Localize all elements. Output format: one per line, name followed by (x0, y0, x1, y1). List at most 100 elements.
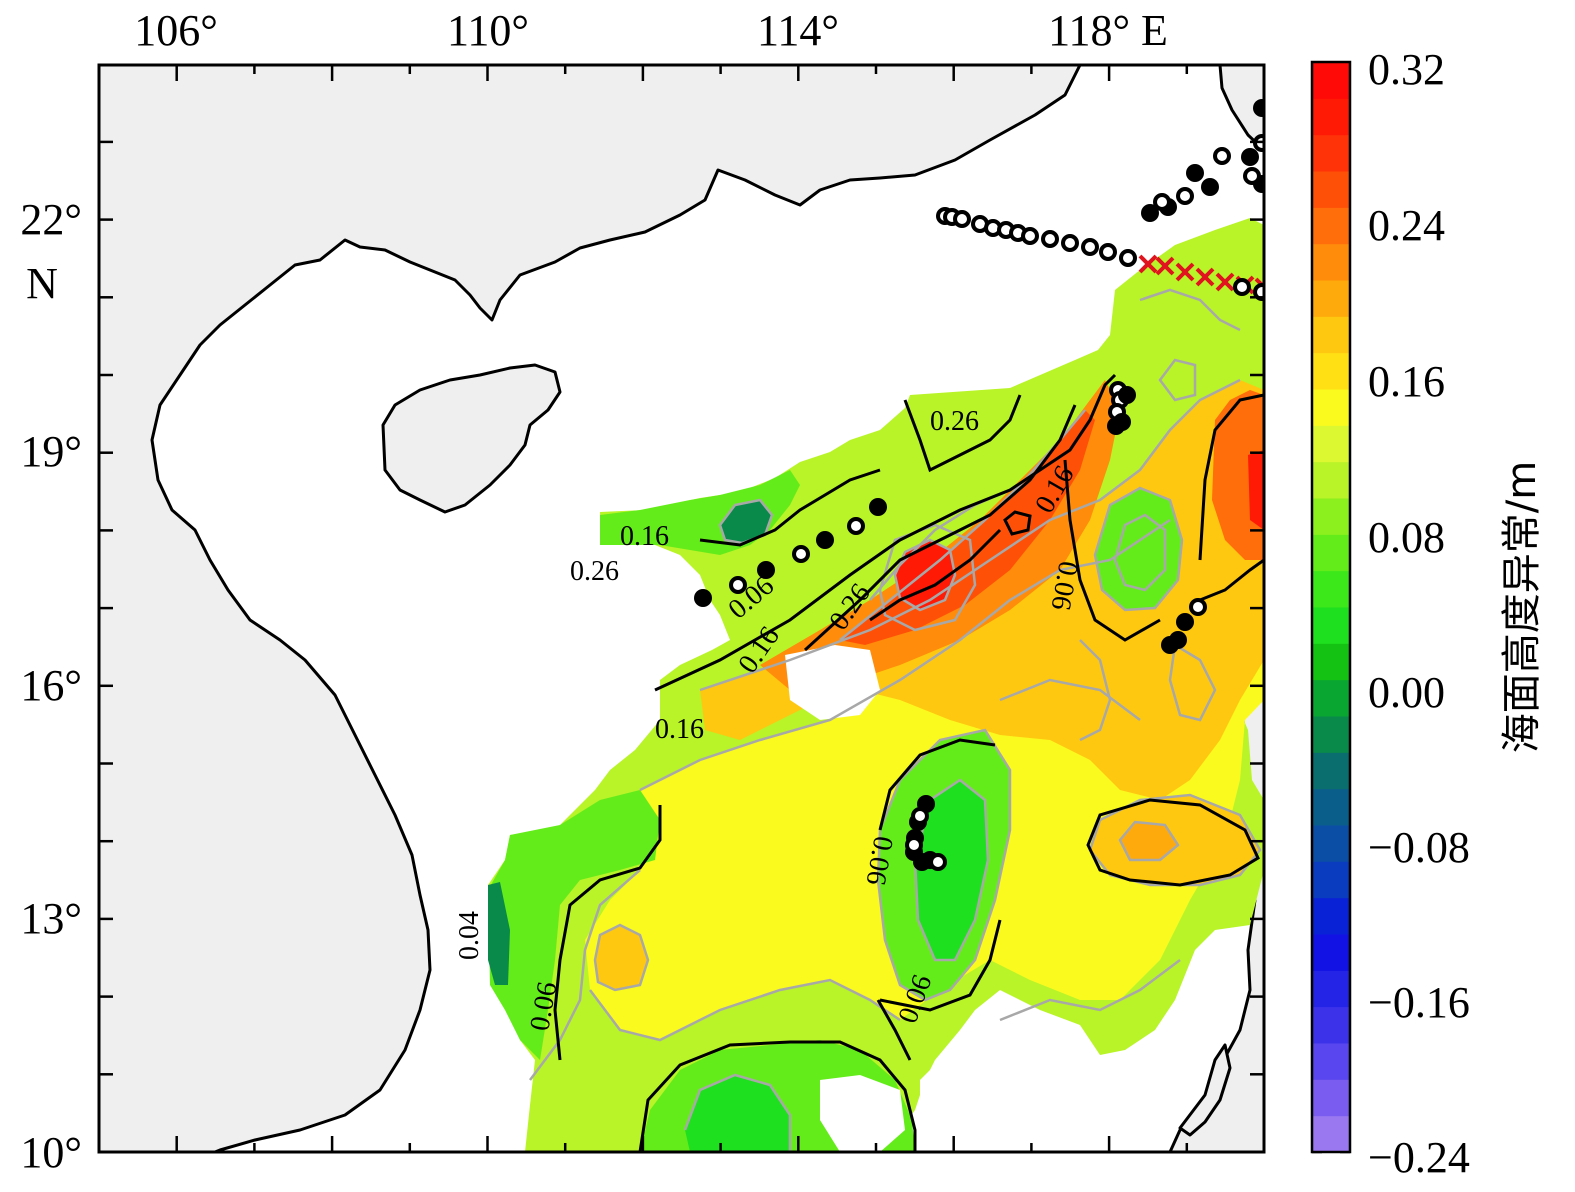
minor-contour (1079, 639, 1112, 742)
minor-contour (893, 538, 957, 612)
minor-contour (683, 1073, 792, 1152)
filled-circle-icon (1141, 204, 1159, 222)
field-green-central-core (915, 780, 988, 960)
colorbar-label: 0.00 (1368, 668, 1445, 717)
major-contour (1063, 459, 1161, 642)
colorbar-segment (1312, 352, 1350, 390)
filled-circle-icon (1118, 386, 1136, 404)
filled-circle-icon (694, 589, 712, 607)
colorbar-segment (1312, 934, 1350, 971)
colorbar-label: −0.08 (1368, 823, 1470, 872)
lat-label-16: 16° (20, 661, 82, 710)
contour-label: 0.26 (570, 556, 619, 587)
open-circle-icon (1021, 227, 1039, 245)
filled-circle-icon (1186, 164, 1204, 182)
major-contour (1198, 393, 1264, 561)
colorbar-segment (1312, 316, 1350, 354)
colorbar-label: 0.08 (1368, 513, 1445, 562)
open-circle-icon (1213, 147, 1231, 165)
minor-contour (699, 378, 1241, 692)
colorbar-frame (1310, 60, 1352, 1154)
field-orange-southwest-patch (595, 925, 648, 990)
minor-contour (999, 959, 1181, 1022)
colorbar-segment (1312, 389, 1350, 426)
field-gap-2 (820, 1075, 905, 1152)
colorbar-segment (1312, 534, 1350, 572)
major-contour (903, 394, 1022, 473)
lat-label-19: 19° (20, 427, 82, 476)
major-contour (699, 468, 881, 547)
contour-label: 0.16 (620, 521, 669, 552)
filled-circle-icon (869, 498, 887, 516)
colorbar-segment (1312, 970, 1350, 1008)
colorbar-segment (1312, 716, 1350, 753)
colorbar-segment (1312, 1006, 1350, 1044)
lat-label-10: 10° (20, 1128, 82, 1177)
open-circle-icon (1243, 167, 1261, 185)
minor-contour (999, 678, 1141, 721)
major-contour-lines (553, 373, 1264, 1152)
colorbar-segment (1312, 825, 1350, 862)
filled-circle-icon (1107, 417, 1125, 435)
major-contour (869, 528, 1002, 622)
open-circle-icon (1099, 243, 1117, 261)
land-taiwan (1218, 65, 1264, 152)
minor-contour (1118, 820, 1180, 862)
open-circle-icon (1253, 283, 1264, 301)
red-cross-icon (1195, 267, 1215, 287)
field-darkgreen-west-coast (488, 882, 510, 985)
major-contour (1199, 558, 1264, 602)
minor-contour (913, 778, 990, 962)
filled-circle-icon (757, 561, 775, 579)
open-circle-icon (953, 210, 971, 228)
red-cross-icon (1155, 256, 1175, 276)
colorbar-segment (1312, 607, 1350, 644)
open-circle-icon (792, 545, 810, 563)
field-green-west-coast (488, 790, 660, 1060)
red-cross-icon (1138, 254, 1158, 274)
filled-circle-icon (1169, 631, 1187, 649)
colorbar-label: 0.32 (1368, 45, 1445, 94)
field-gap-3 (920, 1030, 1080, 1152)
open-circle-icon (1119, 249, 1137, 267)
contour-label: 0.26 (930, 406, 979, 437)
open-circle-icon (1153, 193, 1171, 211)
filled-circle-icon (1253, 99, 1264, 117)
colorbar-segment (1312, 425, 1350, 463)
field-orange-east-core (1120, 822, 1178, 860)
major-contour (1086, 798, 1260, 887)
lon-label-110: 110° (447, 6, 529, 55)
colorbar-label: 0.16 (1368, 357, 1445, 406)
colorbar-segment (1312, 461, 1350, 499)
colorbar-segment (1312, 570, 1350, 608)
open-circle-icon (1176, 187, 1194, 205)
colorbar-segment (1312, 897, 1350, 935)
colorbar-segment (1312, 788, 1350, 826)
major-contour (638, 1040, 917, 1152)
minor-contour (1093, 486, 1184, 612)
station-markers (694, 99, 1264, 871)
contour-label: 0.16 (655, 714, 704, 745)
colorbar-tick-labels: 0.32 0.24 0.16 0.08 0.00 −0.08 −0.16 −0.… (1368, 45, 1470, 1182)
colorbar-segment (1312, 752, 1350, 790)
contour-label: 0.04 (454, 911, 485, 960)
colorbar (1312, 62, 1350, 1153)
colorbar-segment (1312, 1043, 1350, 1080)
major-contour (803, 404, 1077, 652)
open-circle-icon (911, 807, 929, 825)
open-circle-icon (729, 576, 747, 594)
red-cross-icon (1175, 262, 1195, 282)
colorbar-segment (1312, 280, 1350, 317)
open-circle-icon (1189, 598, 1207, 616)
filled-circle-icon (1241, 148, 1259, 166)
colorbar-segment (1312, 171, 1350, 208)
lat-hemisphere-label: N (26, 259, 58, 308)
field-teal-low (720, 500, 772, 543)
lon-label-118: 118° E (1048, 6, 1168, 55)
minor-contour (1158, 358, 1197, 402)
major-contour (1003, 510, 1032, 536)
open-circle-icon (1061, 234, 1079, 252)
field-gap-1 (785, 645, 880, 720)
minor-contour (529, 869, 641, 1081)
open-circle-icon (905, 836, 923, 854)
